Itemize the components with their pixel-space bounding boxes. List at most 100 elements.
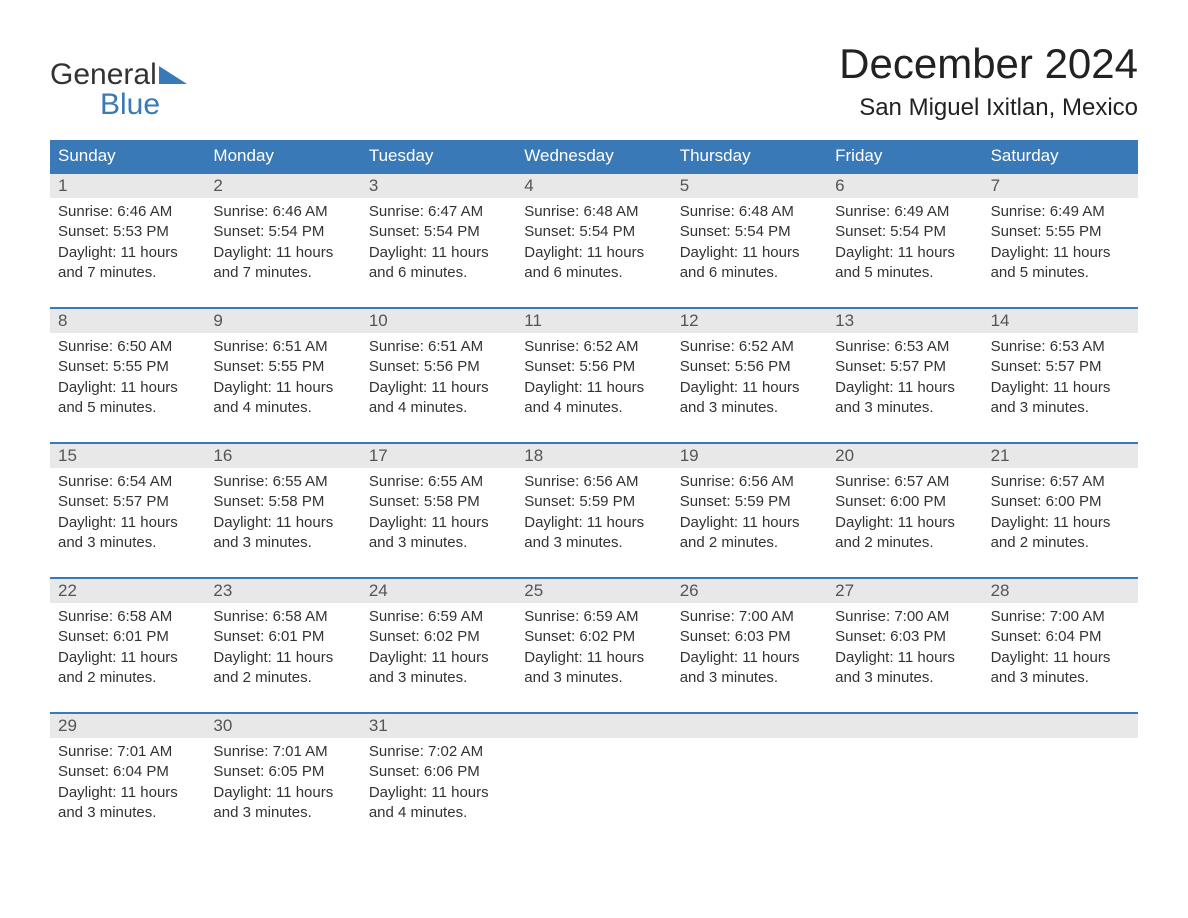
day-cell: Sunrise: 6:51 AMSunset: 5:55 PMDaylight:…: [205, 333, 360, 424]
sunset-text: Sunset: 5:54 PM: [524, 222, 663, 242]
daylight-line1: Daylight: 11 hours: [213, 378, 352, 398]
sunrise-text: Sunrise: 7:01 AM: [58, 742, 197, 762]
daylight-line2: and 4 minutes.: [213, 398, 352, 418]
day-cell: Sunrise: 6:55 AMSunset: 5:58 PMDaylight:…: [361, 468, 516, 559]
daylight-line2: and 3 minutes.: [991, 398, 1130, 418]
sunrise-text: Sunrise: 6:53 AM: [991, 337, 1130, 357]
sunrise-text: Sunrise: 6:47 AM: [369, 202, 508, 222]
daylight-line1: Daylight: 11 hours: [58, 648, 197, 668]
sunrise-text: Sunrise: 6:53 AM: [835, 337, 974, 357]
day-name: Monday: [205, 140, 360, 172]
sunrise-text: Sunrise: 6:49 AM: [835, 202, 974, 222]
logo-text-blue: Blue: [100, 88, 187, 122]
day-number: 27: [827, 579, 982, 603]
page: General Blue December 2024 San Miguel Ix…: [0, 0, 1188, 889]
day-number: 3: [361, 174, 516, 198]
sunset-text: Sunset: 6:03 PM: [835, 627, 974, 647]
daylight-line1: Daylight: 11 hours: [835, 648, 974, 668]
day-cell: Sunrise: 6:50 AMSunset: 5:55 PMDaylight:…: [50, 333, 205, 424]
sunrise-text: Sunrise: 6:49 AM: [991, 202, 1130, 222]
daylight-line2: and 5 minutes.: [991, 263, 1130, 283]
day-cell: Sunrise: 6:54 AMSunset: 5:57 PMDaylight:…: [50, 468, 205, 559]
day-cell: Sunrise: 6:51 AMSunset: 5:56 PMDaylight:…: [361, 333, 516, 424]
sunrise-text: Sunrise: 6:52 AM: [680, 337, 819, 357]
daylight-line1: Daylight: 11 hours: [369, 648, 508, 668]
day-name: Wednesday: [516, 140, 671, 172]
daylight-line1: Daylight: 11 hours: [524, 513, 663, 533]
sunset-text: Sunset: 6:01 PM: [213, 627, 352, 647]
daylight-line2: and 2 minutes.: [835, 533, 974, 553]
sunset-text: Sunset: 5:55 PM: [213, 357, 352, 377]
daylight-line1: Daylight: 11 hours: [213, 648, 352, 668]
sunrise-text: Sunrise: 6:54 AM: [58, 472, 197, 492]
day-number: 10: [361, 309, 516, 333]
day-number: 6: [827, 174, 982, 198]
sunrise-text: Sunrise: 6:48 AM: [524, 202, 663, 222]
day-number: 19: [672, 444, 827, 468]
day-cell: Sunrise: 6:57 AMSunset: 6:00 PMDaylight:…: [827, 468, 982, 559]
day-cell: Sunrise: 6:57 AMSunset: 6:00 PMDaylight:…: [983, 468, 1138, 559]
day-name: Thursday: [672, 140, 827, 172]
day-number: 9: [205, 309, 360, 333]
sunset-text: Sunset: 5:55 PM: [58, 357, 197, 377]
day-cell: Sunrise: 6:48 AMSunset: 5:54 PMDaylight:…: [672, 198, 827, 289]
day-cell: Sunrise: 6:59 AMSunset: 6:02 PMDaylight:…: [361, 603, 516, 694]
daylight-line2: and 6 minutes.: [369, 263, 508, 283]
day-number-row: 891011121314: [50, 309, 1138, 333]
daylight-line2: and 2 minutes.: [58, 668, 197, 688]
sunrise-text: Sunrise: 6:50 AM: [58, 337, 197, 357]
day-cell: Sunrise: 6:58 AMSunset: 6:01 PMDaylight:…: [50, 603, 205, 694]
daylight-line2: and 4 minutes.: [369, 803, 508, 823]
day-cell: Sunrise: 6:53 AMSunset: 5:57 PMDaylight:…: [983, 333, 1138, 424]
daylight-line2: and 3 minutes.: [213, 533, 352, 553]
day-number: 14: [983, 309, 1138, 333]
logo-triangle-icon: [159, 66, 187, 89]
sunrise-text: Sunrise: 7:00 AM: [835, 607, 974, 627]
daylight-line2: and 5 minutes.: [58, 398, 197, 418]
day-number: 20: [827, 444, 982, 468]
daylight-line1: Daylight: 11 hours: [991, 378, 1130, 398]
daylight-line2: and 3 minutes.: [680, 398, 819, 418]
day-number: 2: [205, 174, 360, 198]
day-cell: Sunrise: 6:53 AMSunset: 5:57 PMDaylight:…: [827, 333, 982, 424]
daylight-line2: and 4 minutes.: [369, 398, 508, 418]
sunset-text: Sunset: 5:56 PM: [524, 357, 663, 377]
sunset-text: Sunset: 6:03 PM: [680, 627, 819, 647]
day-number: 24: [361, 579, 516, 603]
sunrise-text: Sunrise: 6:46 AM: [58, 202, 197, 222]
sunrise-text: Sunrise: 6:55 AM: [213, 472, 352, 492]
daylight-line1: Daylight: 11 hours: [213, 243, 352, 263]
calendar-week: 22232425262728Sunrise: 6:58 AMSunset: 6:…: [50, 577, 1138, 694]
daylight-line1: Daylight: 11 hours: [369, 378, 508, 398]
daylight-line2: and 3 minutes.: [369, 533, 508, 553]
daylight-line2: and 2 minutes.: [680, 533, 819, 553]
daylight-line1: Daylight: 11 hours: [680, 378, 819, 398]
daylight-line1: Daylight: 11 hours: [58, 513, 197, 533]
day-cell: Sunrise: 6:56 AMSunset: 5:59 PMDaylight:…: [516, 468, 671, 559]
sunrise-text: Sunrise: 6:57 AM: [991, 472, 1130, 492]
day-cell: Sunrise: 6:55 AMSunset: 5:58 PMDaylight:…: [205, 468, 360, 559]
daylight-line2: and 3 minutes.: [213, 803, 352, 823]
day-number: 29: [50, 714, 205, 738]
sunset-text: Sunset: 6:02 PM: [524, 627, 663, 647]
daylight-line2: and 6 minutes.: [680, 263, 819, 283]
day-cell: Sunrise: 6:52 AMSunset: 5:56 PMDaylight:…: [516, 333, 671, 424]
daylight-line2: and 3 minutes.: [991, 668, 1130, 688]
day-number: 11: [516, 309, 671, 333]
daylight-line2: and 2 minutes.: [991, 533, 1130, 553]
calendar-week: 891011121314Sunrise: 6:50 AMSunset: 5:55…: [50, 307, 1138, 424]
daylight-line2: and 2 minutes.: [213, 668, 352, 688]
daylight-line1: Daylight: 11 hours: [58, 243, 197, 263]
daylight-line1: Daylight: 11 hours: [524, 648, 663, 668]
day-cell: Sunrise: 7:01 AMSunset: 6:04 PMDaylight:…: [50, 738, 205, 829]
day-number: 15: [50, 444, 205, 468]
sunrise-text: Sunrise: 6:52 AM: [524, 337, 663, 357]
sunset-text: Sunset: 6:02 PM: [369, 627, 508, 647]
sunset-text: Sunset: 6:06 PM: [369, 762, 508, 782]
day-number: 4: [516, 174, 671, 198]
sunset-text: Sunset: 5:58 PM: [213, 492, 352, 512]
day-name: Tuesday: [361, 140, 516, 172]
daylight-line2: and 3 minutes.: [835, 398, 974, 418]
sunset-text: Sunset: 5:53 PM: [58, 222, 197, 242]
daylight-line1: Daylight: 11 hours: [991, 513, 1130, 533]
